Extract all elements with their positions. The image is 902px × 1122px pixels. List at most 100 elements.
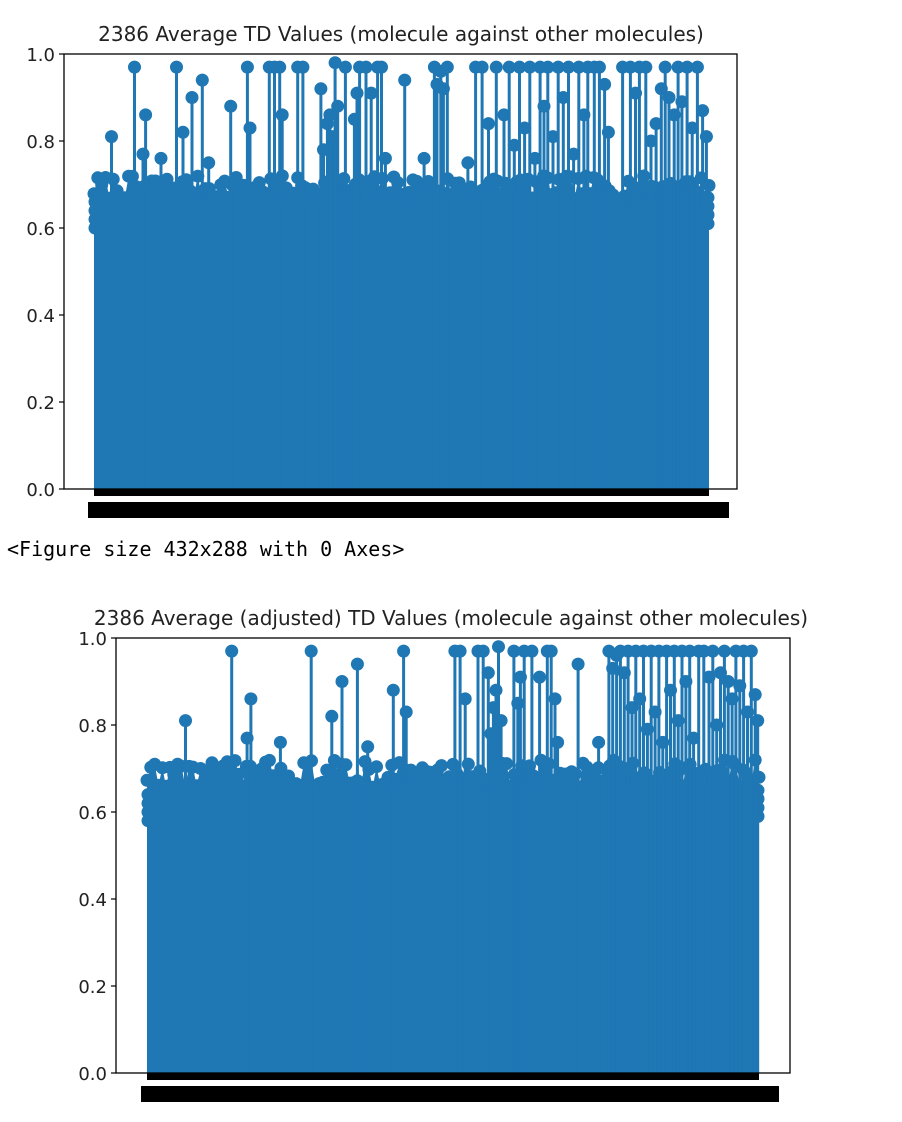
stem-marker: [224, 99, 238, 113]
stem-marker: [528, 151, 542, 165]
stem-marker: [118, 191, 132, 205]
stem-marker: [335, 675, 349, 688]
chart-2: 2386 Average (adjusted) TD Values (molec…: [78, 606, 808, 1102]
stem-marker: [544, 644, 558, 658]
chart-2-title: 2386 Average (adjusted) TD Values (molec…: [94, 606, 808, 630]
chart-2-plot: [140, 640, 766, 1073]
ytick-label: 0.0: [78, 1064, 107, 1085]
stem-marker: [475, 60, 489, 74]
stem-marker: [159, 779, 173, 793]
stem-marker: [398, 73, 412, 87]
stem-marker: [683, 644, 697, 658]
stem-marker: [202, 156, 216, 170]
stem-marker: [489, 60, 503, 74]
stem-marker: [154, 151, 168, 165]
stem-marker: [244, 692, 258, 706]
stem-marker: [364, 86, 378, 100]
stem-marker: [136, 147, 150, 161]
stem-marker: [88, 195, 102, 209]
stem-marker: [649, 117, 663, 131]
stem-marker: [225, 644, 239, 658]
stem-marker: [316, 775, 330, 789]
stem-marker: [548, 692, 562, 706]
stem-marker: [140, 773, 154, 787]
stem-marker: [639, 60, 653, 74]
stem-marker: [458, 692, 472, 706]
stem-marker: [533, 670, 547, 684]
stem-marker: [551, 60, 565, 74]
stem-body: [147, 760, 759, 1073]
stem-marker: [275, 108, 289, 122]
ytick-label: 1.0: [78, 629, 107, 650]
ytick-label: 0.6: [78, 803, 107, 824]
stem-marker: [492, 640, 505, 654]
stem-marker: [314, 82, 328, 96]
chart-1-xtick-labels: [88, 489, 729, 518]
stem-marker: [170, 60, 183, 74]
stem-marker: [476, 644, 490, 658]
stem-marker: [179, 714, 192, 728]
stem-marker: [568, 767, 582, 781]
stem-marker: [513, 60, 526, 74]
ytick-label: 0.4: [26, 306, 55, 327]
stem-marker: [296, 60, 310, 74]
stem-marker: [262, 753, 276, 767]
stem-marker: [337, 172, 351, 186]
stem-marker: [338, 60, 352, 74]
stem-marker: [671, 60, 685, 74]
stem-marker: [717, 644, 731, 658]
stem-marker: [273, 60, 287, 74]
stem-marker: [167, 768, 181, 782]
stem-body: [94, 175, 709, 489]
stem-marker: [697, 644, 711, 658]
stem-marker: [748, 688, 762, 702]
stem-marker: [680, 60, 694, 74]
xtick-marks-band: [147, 1073, 759, 1080]
chart-1-yticks: 0.0 0.2 0.4 0.6 0.8 1.0: [26, 45, 64, 501]
stem-marker: [106, 172, 120, 186]
stem-marker: [139, 108, 153, 122]
stem-marker: [511, 696, 525, 710]
chart-2-xtick-labels: [141, 1073, 779, 1102]
stem-marker: [213, 771, 227, 785]
stem-marker: [260, 189, 274, 203]
stem-marker: [548, 186, 562, 200]
stem-marker: [702, 179, 716, 192]
stem-marker: [675, 95, 689, 109]
stem-marker: [751, 714, 765, 728]
stem-marker: [160, 172, 174, 186]
stem-marker: [494, 714, 508, 728]
stem-marker: [623, 60, 637, 74]
stem-marker: [141, 788, 155, 802]
stem-marker: [386, 683, 400, 697]
stem-marker: [687, 731, 701, 745]
stem-marker: [482, 117, 495, 131]
stem-marker: [210, 190, 224, 204]
stem-marker: [361, 740, 375, 754]
stem-marker: [453, 644, 467, 658]
xtick-marks-band: [94, 489, 709, 496]
stem-marker: [699, 130, 713, 144]
stem-marker: [399, 705, 413, 719]
stem-marker: [592, 60, 606, 74]
stem-marker: [523, 60, 537, 74]
stem-marker: [662, 91, 676, 104]
stem-marker: [572, 60, 586, 74]
stem-marker: [525, 644, 539, 658]
stem-marker: [461, 156, 475, 170]
chart-1-plot: [87, 56, 716, 489]
chart-1-title: 2386 Average TD Values (molecule against…: [98, 22, 704, 46]
ytick-label: 0.8: [78, 716, 107, 737]
stem-marker: [546, 130, 560, 144]
stem-marker: [323, 108, 337, 122]
stem-marker: [567, 147, 581, 161]
stem-marker: [293, 779, 307, 793]
stem-marker: [598, 77, 612, 91]
stem-marker: [721, 675, 735, 688]
stem-marker: [185, 91, 199, 104]
stem-marker: [328, 56, 342, 70]
stem-marker: [350, 86, 364, 100]
stem-marker: [240, 60, 254, 74]
xtick-labels-band: [88, 502, 729, 518]
stem-marker: [701, 191, 715, 205]
